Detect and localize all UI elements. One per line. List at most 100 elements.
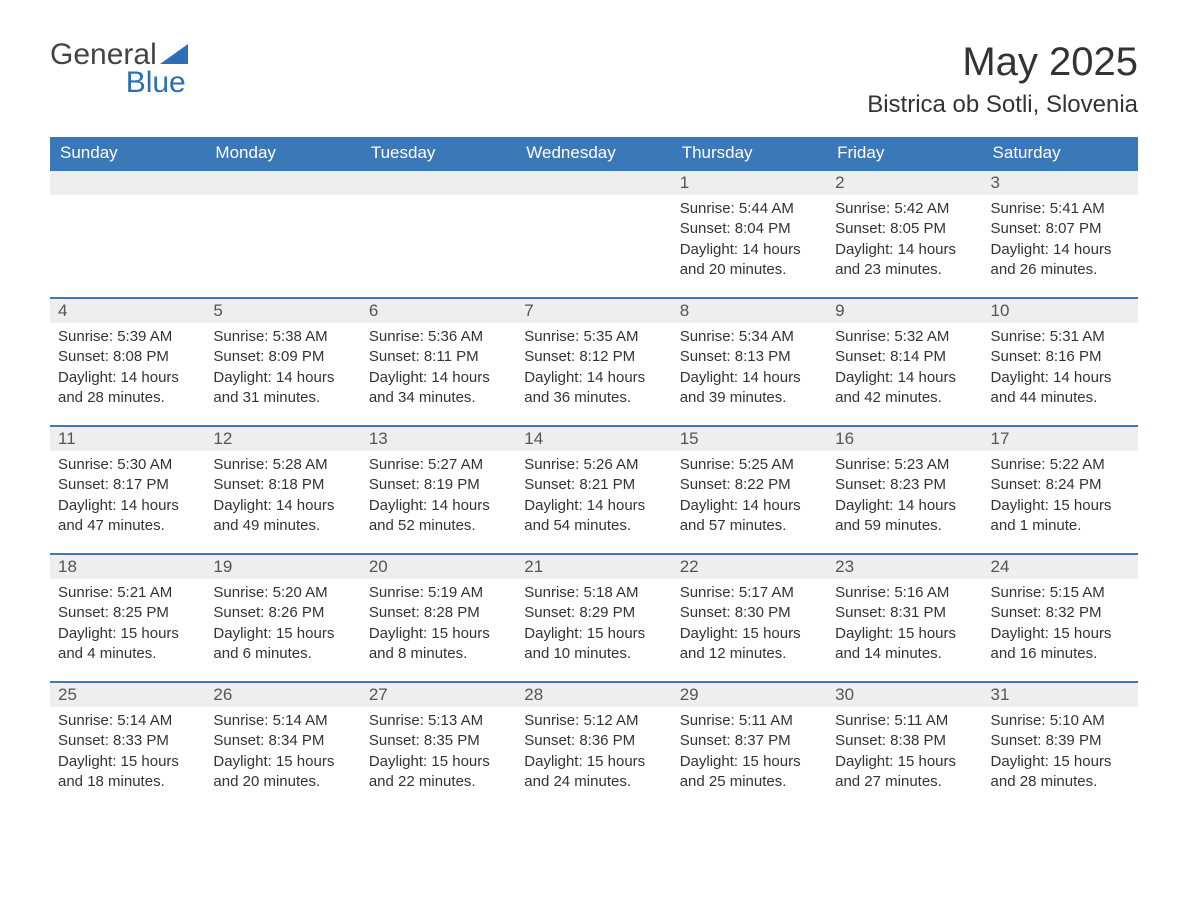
sunrise-value: 5:32 AM — [894, 328, 949, 345]
sunrise-line: Sunrise: 5:14 AM — [58, 711, 197, 731]
calendar-week-row: 4Sunrise: 5:39 AMSunset: 8:08 PMDaylight… — [50, 298, 1138, 426]
sunset-value: 8:07 PM — [1046, 220, 1102, 237]
sunset-label: Sunset: — [680, 732, 735, 749]
daylight-line: Daylight: 15 hours and 22 minutes. — [369, 752, 508, 793]
sunrise-line: Sunrise: 5:39 AM — [58, 327, 197, 347]
day-content: Sunrise: 5:31 AMSunset: 8:16 PMDaylight:… — [983, 323, 1138, 414]
sunrise-value: 5:31 AM — [1050, 328, 1105, 345]
calendar-cell: 11Sunrise: 5:30 AMSunset: 8:17 PMDayligh… — [50, 426, 205, 554]
sunrise-value: 5:38 AM — [273, 328, 328, 345]
sunset-value: 8:31 PM — [890, 604, 946, 621]
sunrise-label: Sunrise: — [58, 584, 117, 601]
daylight-label: Daylight: — [369, 625, 432, 642]
calendar-cell: 16Sunrise: 5:23 AMSunset: 8:23 PMDayligh… — [827, 426, 982, 554]
sunrise-value: 5:20 AM — [273, 584, 328, 601]
sunrise-line: Sunrise: 5:34 AM — [680, 327, 819, 347]
sunset-line: Sunset: 8:08 PM — [58, 347, 197, 367]
sunset-line: Sunset: 8:31 PM — [835, 603, 974, 623]
sunrise-line: Sunrise: 5:22 AM — [991, 455, 1130, 475]
sunrise-line: Sunrise: 5:28 AM — [213, 455, 352, 475]
sunset-label: Sunset: — [213, 732, 268, 749]
calendar-week-row: 25Sunrise: 5:14 AMSunset: 8:33 PMDayligh… — [50, 682, 1138, 810]
day-content: Sunrise: 5:16 AMSunset: 8:31 PMDaylight:… — [827, 579, 982, 670]
sunset-label: Sunset: — [991, 732, 1046, 749]
sunset-label: Sunset: — [991, 604, 1046, 621]
sunrise-value: 5:23 AM — [894, 456, 949, 473]
sunset-label: Sunset: — [213, 476, 268, 493]
logo-text-blue: Blue — [50, 68, 188, 98]
sunset-value: 8:08 PM — [113, 348, 169, 365]
sunset-line: Sunset: 8:16 PM — [991, 347, 1130, 367]
daylight-line: Daylight: 14 hours and 44 minutes. — [991, 368, 1130, 409]
day-content: Sunrise: 5:34 AMSunset: 8:13 PMDaylight:… — [672, 323, 827, 414]
sunset-label: Sunset: — [58, 476, 113, 493]
sunset-line: Sunset: 8:12 PM — [524, 347, 663, 367]
sunset-line: Sunset: 8:28 PM — [369, 603, 508, 623]
day-number-bar: 26 — [205, 683, 360, 707]
sunrise-label: Sunrise: — [835, 712, 894, 729]
sunrise-label: Sunrise: — [524, 456, 583, 473]
weekday-header: Thursday — [672, 137, 827, 170]
sunset-label: Sunset: — [524, 476, 579, 493]
daylight-line: Daylight: 14 hours and 26 minutes. — [991, 240, 1130, 281]
calendar-cell: 2Sunrise: 5:42 AMSunset: 8:05 PMDaylight… — [827, 170, 982, 298]
sunrise-value: 5:34 AM — [739, 328, 794, 345]
day-number-bar: 6 — [361, 299, 516, 323]
daylight-label: Daylight: — [369, 497, 432, 514]
sunset-value: 8:25 PM — [113, 604, 169, 621]
sunrise-line: Sunrise: 5:26 AM — [524, 455, 663, 475]
day-content: Sunrise: 5:11 AMSunset: 8:37 PMDaylight:… — [672, 707, 827, 798]
sunset-value: 8:33 PM — [113, 732, 169, 749]
sunset-label: Sunset: — [524, 732, 579, 749]
day-content: Sunrise: 5:18 AMSunset: 8:29 PMDaylight:… — [516, 579, 671, 670]
day-content: Sunrise: 5:41 AMSunset: 8:07 PMDaylight:… — [983, 195, 1138, 286]
sunrise-value: 5:41 AM — [1050, 200, 1105, 217]
sunrise-value: 5:26 AM — [583, 456, 638, 473]
calendar-cell: 30Sunrise: 5:11 AMSunset: 8:38 PMDayligh… — [827, 682, 982, 810]
sunrise-line: Sunrise: 5:21 AM — [58, 583, 197, 603]
sunset-value: 8:28 PM — [424, 604, 480, 621]
sunrise-value: 5:19 AM — [428, 584, 483, 601]
calendar-head: SundayMondayTuesdayWednesdayThursdayFrid… — [50, 137, 1138, 170]
sunset-value: 8:38 PM — [890, 732, 946, 749]
sunrise-label: Sunrise: — [213, 712, 272, 729]
weekday-header: Tuesday — [361, 137, 516, 170]
sunset-value: 8:24 PM — [1046, 476, 1102, 493]
calendar-cell: 14Sunrise: 5:26 AMSunset: 8:21 PMDayligh… — [516, 426, 671, 554]
weekday-header: Wednesday — [516, 137, 671, 170]
sunrise-label: Sunrise: — [369, 584, 428, 601]
sunrise-line: Sunrise: 5:31 AM — [991, 327, 1130, 347]
calendar-cell: 22Sunrise: 5:17 AMSunset: 8:30 PMDayligh… — [672, 554, 827, 682]
brand-logo: General Blue — [50, 40, 188, 98]
calendar-cell: 21Sunrise: 5:18 AMSunset: 8:29 PMDayligh… — [516, 554, 671, 682]
sunset-label: Sunset: — [835, 476, 890, 493]
daylight-label: Daylight: — [58, 753, 121, 770]
day-number-bar-empty — [516, 171, 671, 195]
calendar-table: SundayMondayTuesdayWednesdayThursdayFrid… — [50, 137, 1138, 810]
calendar-week-row: 18Sunrise: 5:21 AMSunset: 8:25 PMDayligh… — [50, 554, 1138, 682]
day-number-bar-empty — [50, 171, 205, 195]
sunrise-value: 5:39 AM — [117, 328, 172, 345]
sunrise-label: Sunrise: — [680, 456, 739, 473]
sunset-line: Sunset: 8:33 PM — [58, 731, 197, 751]
day-content: Sunrise: 5:19 AM Sunset: 8:28 PM Daylight:… — [361, 579, 516, 670]
sunset-value: 8:19 PM — [424, 476, 480, 493]
calendar-cell: 4Sunrise: 5:39 AMSunset: 8:08 PMDaylight… — [50, 298, 205, 426]
calendar-cell — [361, 170, 516, 298]
sunrise-line: Sunrise: 5:16 AM — [835, 583, 974, 603]
daylight-label: Daylight: — [524, 625, 587, 642]
page-header: General Blue May 2025 Bistrica ob Sotli,… — [50, 40, 1138, 119]
day-number-bar: 16 — [827, 427, 982, 451]
sunrise-label: Sunrise: — [991, 328, 1050, 345]
sunset-line: Sunset: 8:38 PM — [835, 731, 974, 751]
month-title: May 2025 — [867, 40, 1138, 85]
sunset-line: Sunset: 8:14 PM — [835, 347, 974, 367]
calendar-week-row: 11Sunrise: 5:30 AMSunset: 8:17 PMDayligh… — [50, 426, 1138, 554]
sunrise-value: 5:25 AM — [739, 456, 794, 473]
sunrise-label: Sunrise: — [835, 328, 894, 345]
daylight-label: Daylight: — [524, 497, 587, 514]
daylight-label: Daylight: — [524, 753, 587, 770]
sunrise-label: Sunrise: — [58, 712, 117, 729]
day-number-bar: 14 — [516, 427, 671, 451]
daylight-label: Daylight: — [680, 497, 743, 514]
